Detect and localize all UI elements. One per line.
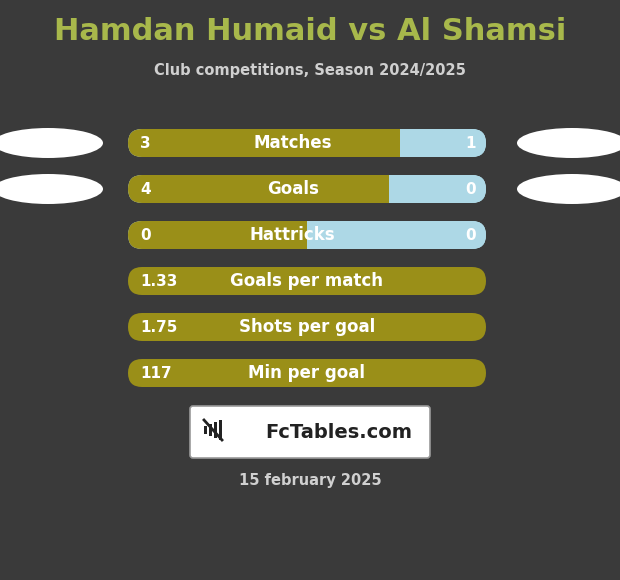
Text: Shots per goal: Shots per goal — [239, 318, 375, 336]
FancyBboxPatch shape — [128, 175, 486, 203]
Text: Matches: Matches — [254, 134, 332, 152]
FancyBboxPatch shape — [128, 129, 486, 157]
Text: Goals: Goals — [267, 180, 319, 198]
FancyBboxPatch shape — [128, 175, 486, 203]
Ellipse shape — [0, 128, 103, 158]
FancyBboxPatch shape — [128, 221, 486, 249]
Text: 0: 0 — [466, 227, 476, 242]
Bar — [214, 422, 217, 438]
Text: 4: 4 — [140, 182, 151, 197]
Text: Min per goal: Min per goal — [249, 364, 366, 382]
Ellipse shape — [0, 174, 103, 204]
FancyBboxPatch shape — [128, 175, 486, 203]
FancyBboxPatch shape — [128, 359, 486, 387]
FancyBboxPatch shape — [128, 267, 486, 295]
FancyBboxPatch shape — [128, 221, 486, 249]
Text: 0: 0 — [466, 182, 476, 197]
Text: 3: 3 — [140, 136, 151, 150]
Ellipse shape — [517, 174, 620, 204]
Text: 15 february 2025: 15 february 2025 — [239, 473, 381, 488]
Text: 1: 1 — [466, 136, 476, 150]
Text: Hamdan Humaid vs Al Shamsi: Hamdan Humaid vs Al Shamsi — [54, 17, 566, 46]
FancyBboxPatch shape — [128, 313, 486, 341]
Text: 0: 0 — [140, 227, 151, 242]
FancyBboxPatch shape — [128, 129, 486, 157]
Text: 1.75: 1.75 — [140, 320, 177, 335]
Text: Club competitions, Season 2024/2025: Club competitions, Season 2024/2025 — [154, 63, 466, 78]
FancyBboxPatch shape — [190, 406, 430, 458]
FancyBboxPatch shape — [128, 221, 486, 249]
Text: Goals per match: Goals per match — [231, 272, 384, 290]
Bar — [204, 426, 207, 434]
Bar — [209, 424, 212, 436]
Text: 1.33: 1.33 — [140, 274, 177, 288]
Ellipse shape — [517, 128, 620, 158]
Bar — [219, 420, 222, 440]
Text: FcTables.com: FcTables.com — [265, 422, 412, 441]
Text: 117: 117 — [140, 365, 172, 380]
Text: Hattricks: Hattricks — [250, 226, 335, 244]
FancyBboxPatch shape — [128, 129, 486, 157]
